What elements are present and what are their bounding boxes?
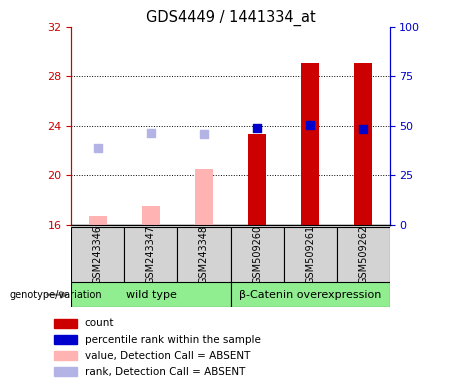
Text: β-Catenin overexpression: β-Catenin overexpression [239, 290, 381, 300]
Bar [230, 282, 390, 307]
Point [306, 122, 313, 128]
Bar [301, 63, 319, 225]
Bar [54, 351, 77, 360]
Bar [337, 227, 390, 282]
Point [200, 131, 207, 137]
Bar [54, 319, 77, 328]
Bar [284, 227, 337, 282]
Text: rank, Detection Call = ABSENT: rank, Detection Call = ABSENT [85, 367, 245, 377]
Bar [71, 282, 230, 307]
Text: genotype/variation: genotype/variation [9, 290, 102, 300]
Text: GSM243346: GSM243346 [93, 225, 103, 284]
Bar [195, 169, 213, 225]
Text: wild type: wild type [125, 290, 177, 300]
Bar [71, 227, 124, 282]
Point [148, 130, 155, 136]
Text: GSM509262: GSM509262 [358, 225, 368, 284]
Text: percentile rank within the sample: percentile rank within the sample [85, 334, 260, 344]
Bar [248, 134, 266, 225]
Bar [142, 206, 160, 225]
Text: GSM509260: GSM509260 [252, 225, 262, 284]
Bar [354, 63, 372, 225]
Bar [54, 367, 77, 376]
Text: GSM509261: GSM509261 [305, 225, 315, 284]
Bar [54, 335, 77, 344]
Bar [230, 227, 284, 282]
Point [359, 126, 366, 132]
Text: GDS4449 / 1441334_at: GDS4449 / 1441334_at [146, 10, 315, 26]
Bar [89, 216, 107, 225]
Bar [124, 227, 177, 282]
Bar [177, 227, 230, 282]
Point [94, 145, 101, 151]
Text: value, Detection Call = ABSENT: value, Detection Call = ABSENT [85, 351, 250, 361]
Text: count: count [85, 318, 114, 328]
Text: GSM243347: GSM243347 [146, 225, 156, 284]
Point [254, 124, 261, 131]
Text: GSM243348: GSM243348 [199, 225, 209, 284]
